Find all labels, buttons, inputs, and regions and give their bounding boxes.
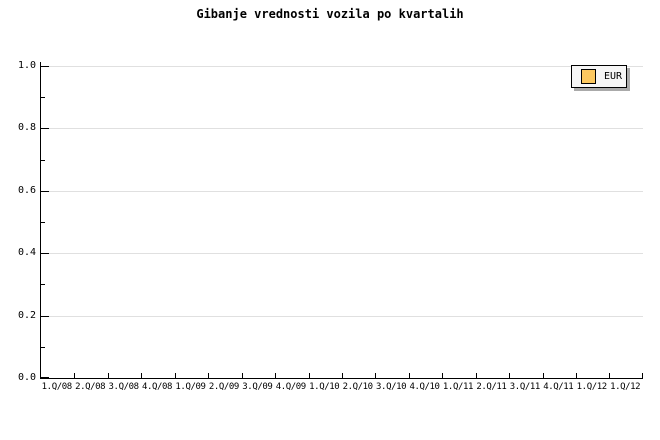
gridline — [41, 253, 643, 254]
y-axis-major-tick — [41, 377, 49, 378]
x-axis-tick-label: 1.Q/11 — [442, 382, 474, 392]
x-axis-tick — [309, 373, 310, 378]
x-axis-tick-label: 4.Q/10 — [409, 382, 440, 392]
x-axis-tick — [74, 373, 75, 378]
x-axis-tick — [543, 373, 544, 378]
x-axis-tick — [409, 373, 410, 378]
x-axis-tick-label: 3.Q/11 — [509, 382, 541, 392]
x-axis-tick — [208, 373, 209, 378]
x-axis-tick — [342, 373, 343, 378]
y-axis-major-tick — [41, 128, 49, 129]
x-axis-tick-label: 4.Q/11 — [543, 382, 574, 392]
x-axis-tick — [108, 373, 109, 378]
x-axis-tick — [609, 373, 610, 378]
plot-area — [40, 66, 643, 379]
x-axis-tick-label: 3.Q/10 — [376, 382, 407, 392]
y-axis-minor-tick — [41, 284, 45, 285]
x-axis-tick-label: 4.Q/08 — [141, 382, 173, 392]
x-axis-tick-label: 2.Q/11 — [476, 382, 507, 392]
legend-label-eur: EUR — [604, 70, 623, 82]
gridline — [41, 316, 643, 317]
y-axis-tick-label: 0.2 — [17, 310, 36, 321]
x-axis-tick-label: 1.Q/10 — [309, 382, 340, 392]
x-axis-tick — [509, 373, 510, 378]
x-axis-tick — [476, 373, 477, 378]
y-axis-minor-tick — [41, 97, 45, 98]
y-axis-tick-label: 0.8 — [17, 122, 36, 133]
y-axis-tick-label: 1.0 — [17, 60, 36, 71]
y-axis-tick-label: 0.4 — [17, 247, 36, 258]
gridline — [41, 191, 643, 192]
legend-box: EUR — [571, 65, 627, 88]
x-axis-tick — [576, 373, 577, 378]
x-axis-tick-label: 3.Q/08 — [108, 382, 140, 392]
x-axis-tick-label: 2.Q/09 — [208, 382, 240, 392]
y-axis-minor-tick — [41, 347, 45, 348]
y-axis-major-tick — [41, 191, 49, 192]
y-axis-tick-label: 0.0 — [17, 372, 36, 383]
x-axis-tick-label: 4.Q/09 — [275, 382, 307, 392]
y-axis-minor-tick — [41, 160, 45, 161]
y-axis-tick-label: 0.6 — [17, 185, 36, 196]
x-axis-tick — [642, 373, 643, 378]
x-axis-tick — [442, 373, 443, 378]
x-axis-tick-label: 3.Q/09 — [242, 382, 273, 392]
x-axis-tick-label: 1.Q/09 — [175, 382, 206, 392]
y-axis-major-tick — [41, 316, 49, 317]
x-axis-tick-label: 1.Q/12 — [610, 382, 641, 392]
x-axis-tick — [242, 373, 243, 378]
x-axis-tick-label: 1.Q/12 — [576, 382, 608, 392]
y-axis-major-tick — [41, 253, 49, 254]
gridline — [41, 128, 643, 129]
gridline — [41, 66, 643, 67]
x-axis-tick — [175, 373, 176, 378]
x-axis-tick — [141, 373, 142, 378]
x-axis-tick-label: 2.Q/10 — [342, 382, 374, 392]
y-axis-major-tick — [41, 66, 49, 67]
x-axis-tick-label: 2.Q/08 — [75, 382, 106, 392]
x-axis-tick — [375, 373, 376, 378]
x-axis-labels: 1.Q/08 2.Q/08 3.Q/08 4.Q/08 1.Q/09 2.Q/0… — [40, 382, 642, 393]
x-axis-tick — [275, 373, 276, 378]
y-axis-minor-tick — [41, 222, 45, 223]
y-axis-line-extension — [40, 62, 41, 66]
chart-title: Gibanje vrednosti vozila po kvartalih — [196, 7, 464, 21]
legend-swatch-eur — [581, 69, 596, 84]
x-axis-tick-label: 1.Q/08 — [41, 382, 73, 392]
